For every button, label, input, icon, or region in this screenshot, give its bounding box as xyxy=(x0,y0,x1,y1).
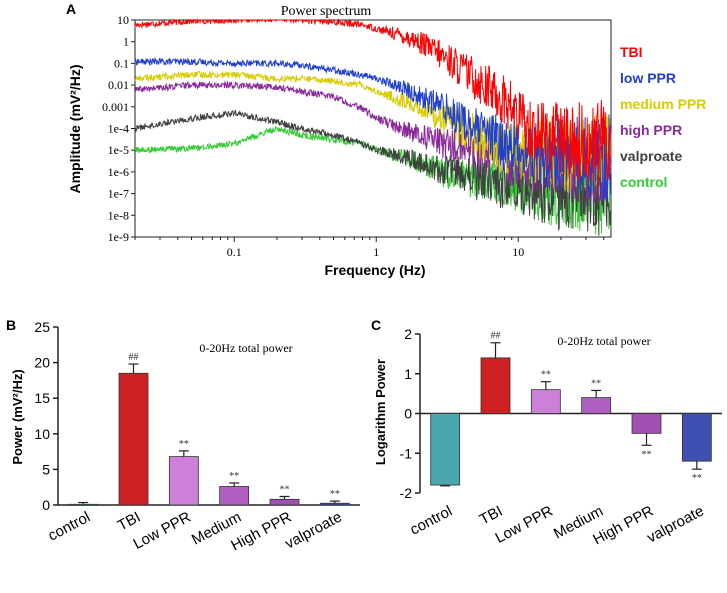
b-category-label: TBI xyxy=(115,509,144,535)
c-bar-low-ppr xyxy=(530,389,561,414)
b-y-tick-label: 10 xyxy=(34,426,50,442)
spectrum-y-label: Amplitude (mV²/Hz) xyxy=(67,64,83,193)
c-bar-tbi xyxy=(480,357,511,414)
spectrum-legend: TBI low PPR medium PPR high PPR valproate con… xyxy=(620,44,706,190)
spectrum-y-tick-label: 1e-4 xyxy=(108,122,129,136)
b-y-tick-label: 20 xyxy=(34,355,50,371)
spectrum-series xyxy=(134,18,612,236)
legend-control: control xyxy=(620,174,667,190)
b-y-tick-label: 0 xyxy=(42,497,50,513)
panel-label-c: C xyxy=(371,317,381,333)
b-bar-low-ppr xyxy=(168,456,199,506)
spectrum-y-tick-label: 1e-7 xyxy=(108,187,129,201)
b-bar-tbi xyxy=(118,372,149,506)
c-category-label: Low PPR xyxy=(493,502,556,546)
b-significance-mark: ** xyxy=(229,471,239,482)
bar-c-y-label: Logarithm Power xyxy=(373,359,388,465)
b-category-label: Low PPR xyxy=(131,508,194,552)
bar-b-title: 0-20Hz total power xyxy=(199,341,292,355)
spectrum-x-label: Frequency (Hz) xyxy=(324,262,425,278)
spectrum-y-tick-label: 0.01 xyxy=(108,78,129,92)
series-line-valproate xyxy=(134,109,612,236)
spectrum-y-tick-label: 1e-6 xyxy=(108,165,129,179)
series-line-tbi xyxy=(134,18,612,186)
spectrum-y-tick-label: 1e-8 xyxy=(108,208,129,222)
b-category-label: valproate xyxy=(282,509,344,553)
c-significance-mark: ** xyxy=(692,473,702,484)
b-significance-mark: ** xyxy=(179,439,189,450)
b-y-tick-label: 25 xyxy=(34,319,50,335)
b-y-tick-label: 5 xyxy=(42,461,50,477)
c-bar-valproate xyxy=(681,413,712,462)
c-bar-high-ppr xyxy=(631,413,662,434)
bar-b-y-label: Power (mV²/Hz) xyxy=(10,369,25,464)
spectrum-y-tick-label: 1e-5 xyxy=(108,143,129,157)
c-significance-mark: ** xyxy=(591,378,601,389)
b-bar-valproate xyxy=(319,502,350,506)
spectrum-y-tick-label: 0.001 xyxy=(102,100,129,114)
panel-label-b: B xyxy=(6,317,16,333)
c-significance-mark: ## xyxy=(491,331,501,342)
series-line-high-ppr xyxy=(134,80,612,207)
c-category-label: control xyxy=(407,503,455,539)
b-bar-control xyxy=(68,503,99,506)
spectrum-x-tick-label: 0.1 xyxy=(227,245,242,259)
c-significance-mark: ** xyxy=(541,370,551,381)
spectrum-x-tick-label: 1 xyxy=(373,245,379,259)
spectrum-y-tick-label: 10 xyxy=(117,13,129,27)
bar-c-title: 0-20Hz total power xyxy=(557,334,650,348)
spectrum-x-tick-label: 10 xyxy=(512,245,524,259)
c-y-tick-label: 0 xyxy=(404,406,412,422)
b-bar-high-ppr xyxy=(269,498,300,506)
series-line-medium-ppr xyxy=(134,69,612,197)
b-significance-mark: ## xyxy=(129,352,139,363)
spectrum-y-tick-label: 1 xyxy=(123,35,129,49)
spectrum-y-tick-label: 0.1 xyxy=(114,56,129,70)
b-category-label: control xyxy=(45,509,93,545)
b-significance-mark: ** xyxy=(280,484,290,495)
legend-high-ppr: high PPR xyxy=(620,122,682,138)
c-y-tick-label: -2 xyxy=(400,485,413,501)
legend-low-ppr: low PPR xyxy=(620,70,676,86)
legend-tbi: TBI xyxy=(620,44,643,60)
spectrum-x-ticks: 0.1 1 10 xyxy=(134,237,605,259)
legend-medium-ppr: medium PPR xyxy=(620,96,706,112)
c-category-label: TBI xyxy=(477,503,506,529)
spectrum-y-tick-label: 1e-9 xyxy=(108,230,129,244)
panel-label-a: A xyxy=(66,1,76,17)
c-bar-control xyxy=(430,413,461,486)
c-y-tick-label: -1 xyxy=(400,445,413,461)
legend-valproate: valproate xyxy=(620,148,682,164)
c-y-tick-label: 1 xyxy=(404,366,412,382)
b-bar-medium xyxy=(219,486,250,506)
spectrum-y-ticks: 1e-9 1e-8 1e-7 1e-6 1e-5 1e-4 0.001 0.01 0.1 1 10 xyxy=(102,13,135,244)
b-y-tick-label: 15 xyxy=(34,390,50,406)
c-significance-mark: ** xyxy=(642,449,652,460)
spectrum-title: Power spectrum xyxy=(281,4,372,19)
b-significance-mark: ** xyxy=(330,489,340,500)
c-bar-medium xyxy=(581,397,612,414)
c-y-tick-label: 2 xyxy=(404,326,412,342)
c-category-label: valproate xyxy=(644,503,706,547)
